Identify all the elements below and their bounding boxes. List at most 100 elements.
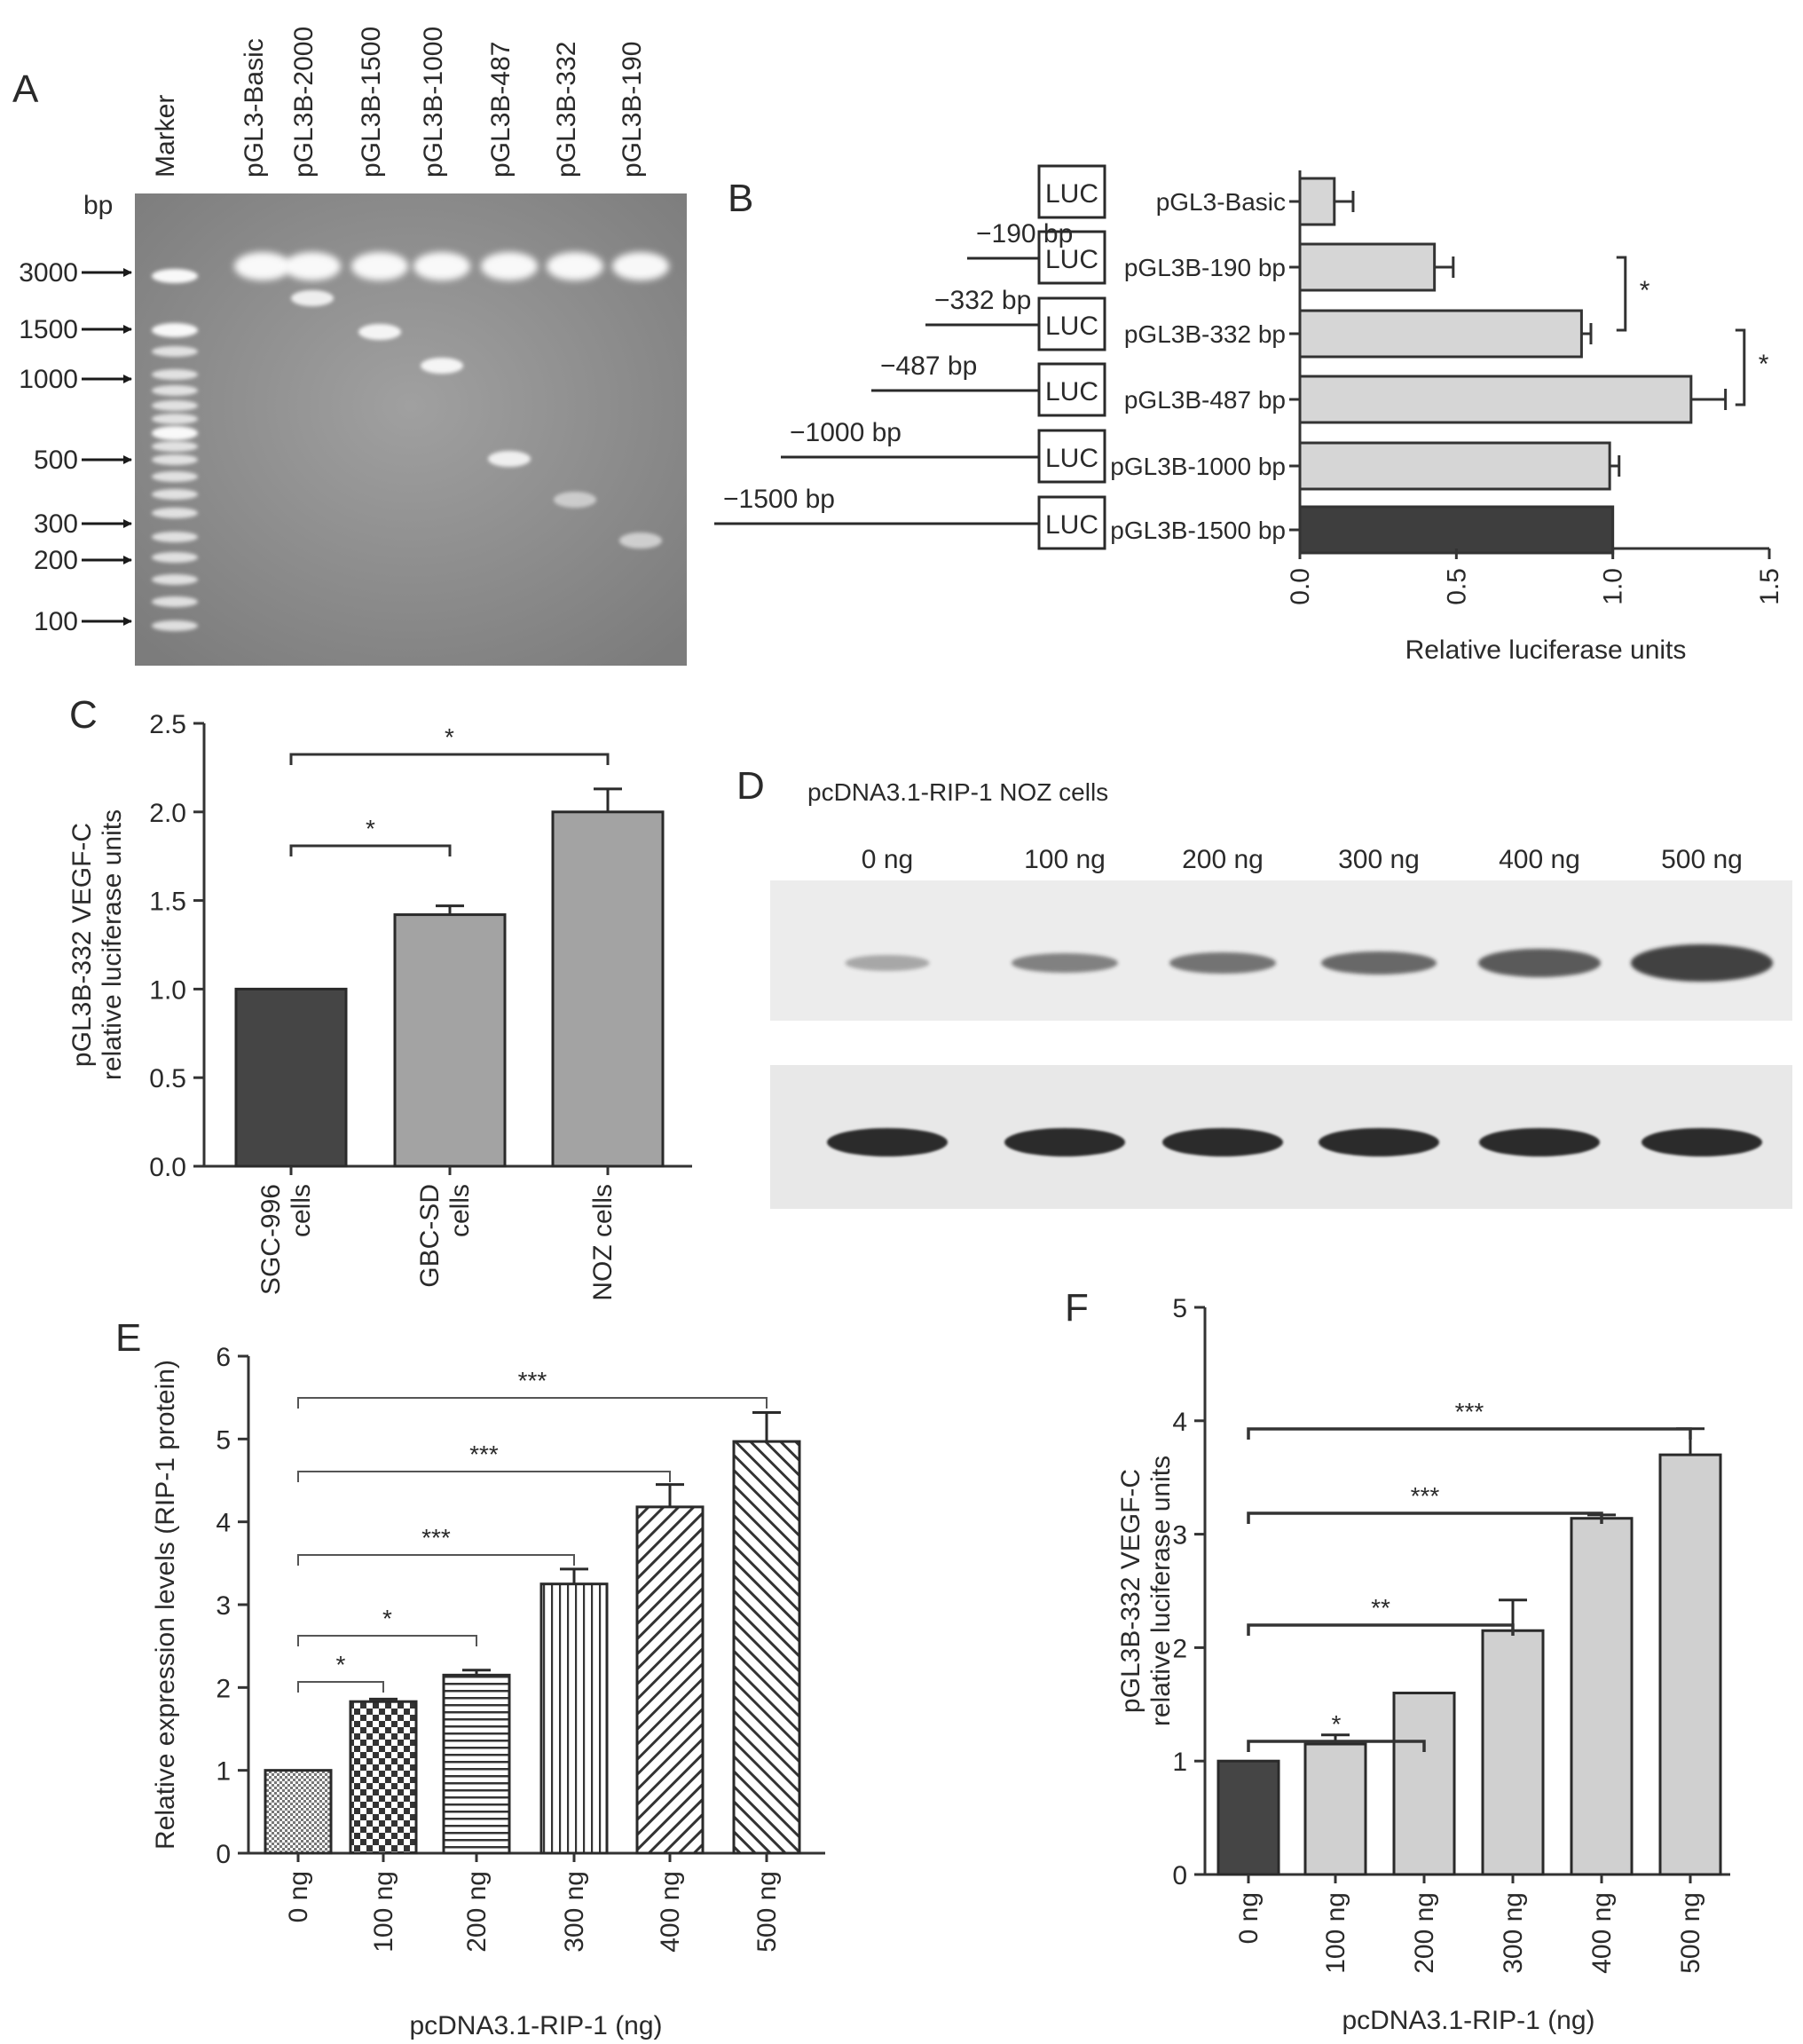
chart-c: 0.0 0.5 1.0 1.5 2.0 2.5 pGL3B-332 VEGF-Crelati… xyxy=(67,710,692,1301)
y-axis-label: pGL3B-332 VEGF-Crelative luciferase unit… xyxy=(1116,1456,1176,1726)
ladder-band xyxy=(152,508,198,518)
y-tick-label: 0 xyxy=(216,1840,231,1869)
y-tick-label: 2 xyxy=(216,1674,231,1703)
marker-size-label: 100 xyxy=(34,607,78,636)
panel-label-d: D xyxy=(736,764,765,808)
y-tick-label: 0.0 xyxy=(149,1153,186,1182)
y-tick-label: 3 xyxy=(216,1591,231,1621)
y-tick-label: 4 xyxy=(1172,1408,1187,1437)
panel-label-b: B xyxy=(728,177,753,220)
blot-lane-label: 400 ng xyxy=(1499,845,1580,874)
x-tick-label: 1.5 xyxy=(1755,568,1784,605)
bar xyxy=(1570,1517,1634,1876)
category-label: GBC-SD xyxy=(415,1184,445,1288)
category-label: 300 ng xyxy=(1499,1892,1528,1974)
gel-lane-labels: Marker pGL3-Basic pGL3B-2000 pGL3B-1500 pGL3… xyxy=(151,27,647,178)
y-tick-label: 5 xyxy=(216,1425,231,1455)
bar xyxy=(1658,1453,1722,1876)
blot-strip-rip1 xyxy=(770,880,1792,1021)
category-label: 300 ng xyxy=(560,1871,589,1953)
blot-band-rip1 xyxy=(1169,952,1276,974)
promoter-label: −487 bp xyxy=(880,351,977,381)
bar xyxy=(551,810,665,1168)
marker-ladder xyxy=(152,269,198,631)
luc-box xyxy=(1037,164,1106,219)
bar xyxy=(1216,1759,1280,1876)
significance-bracket xyxy=(1735,328,1746,406)
ladder-band xyxy=(152,269,198,283)
significance-bracket xyxy=(289,753,610,765)
blot-bands xyxy=(827,944,1773,1156)
significance-bracket xyxy=(1247,1623,1515,1636)
bar xyxy=(1303,1742,1367,1876)
blot-band-rip1 xyxy=(1012,953,1118,973)
ladder-band xyxy=(152,400,198,411)
y-tick-label: 0 xyxy=(1172,1861,1187,1890)
promoter-label: −1500 bp xyxy=(723,485,835,514)
blot-band-loading xyxy=(1162,1128,1283,1156)
blot-band-rip1 xyxy=(1321,951,1437,975)
bar xyxy=(1298,505,1615,555)
x-axis-label: pcDNA3.1-RIP-1 (ng) xyxy=(1342,2006,1594,2035)
ladder-band xyxy=(152,385,198,396)
ladder-band xyxy=(152,620,198,631)
significance-label: *** xyxy=(469,1440,499,1468)
chart-e: 0 1 2 3 4 5 6 Relative expression levels (RIP-1… xyxy=(151,1343,825,2040)
luc-box xyxy=(1037,296,1106,351)
ladder-band xyxy=(152,471,198,482)
bar xyxy=(234,987,348,1168)
ladder-band xyxy=(152,346,198,357)
gel-image xyxy=(135,193,687,666)
ladder-band xyxy=(152,441,198,452)
marker-size-label: 300 xyxy=(34,509,78,539)
significance-bracket xyxy=(1247,1511,1603,1524)
category-label: pGL3B-1500 bp xyxy=(1110,517,1286,544)
insert-band xyxy=(291,290,334,306)
marker-size-label: 500 xyxy=(34,446,78,475)
gel-bands xyxy=(234,252,669,548)
bar xyxy=(264,1769,333,1855)
x-axis-label: pcDNA3.1-RIP-1 (ng) xyxy=(409,2011,662,2040)
y-tick-label: 0.5 xyxy=(149,1064,186,1093)
luc-box-label: LUC xyxy=(1045,444,1098,473)
bar xyxy=(1298,177,1336,226)
category-label: 0 ng xyxy=(1234,1892,1264,1944)
significance-label: *** xyxy=(421,1524,451,1551)
blot-band-loading xyxy=(827,1128,948,1156)
x-tick-label: 0.0 xyxy=(1286,568,1315,605)
significance-label: *** xyxy=(1411,1482,1440,1510)
ladder-band xyxy=(152,552,198,563)
panel-label-c: C xyxy=(69,693,98,737)
y-tick-label: 2 xyxy=(1172,1634,1187,1663)
significance-label: *** xyxy=(518,1367,547,1394)
bar xyxy=(539,1582,609,1855)
ladder-band xyxy=(152,426,198,440)
y-tick-label: 6 xyxy=(216,1343,231,1372)
significance-bracket xyxy=(297,1635,477,1646)
bar xyxy=(1298,441,1611,491)
blot-band-loading xyxy=(1642,1128,1762,1156)
significance-label: * xyxy=(1759,350,1769,379)
chart-b: pGL3-Basic pGL3B-190 bp pGL3B-332 bp pGL3B-… xyxy=(1110,170,1784,665)
category-label: 500 ng xyxy=(1676,1892,1705,1974)
category-label: 100 ng xyxy=(369,1871,398,1953)
luc-box-label: LUC xyxy=(1045,179,1098,209)
significance-label: * xyxy=(1332,1710,1342,1738)
y-axis-label: Relative expression levels (RIP-1 protei… xyxy=(151,1360,180,1850)
bar xyxy=(349,1700,418,1855)
insert-band xyxy=(619,533,662,548)
category-label: pGL3B-190 bp xyxy=(1124,254,1286,281)
blot-lane-label: 500 ng xyxy=(1661,845,1743,874)
y-tick-label: 4 xyxy=(216,1509,231,1538)
luc-box-label: LUC xyxy=(1045,510,1098,540)
vector-band xyxy=(481,252,538,280)
vector-band xyxy=(547,252,603,280)
bar xyxy=(393,913,507,1168)
y-tick-label: 1.5 xyxy=(149,888,186,917)
bar xyxy=(442,1673,511,1855)
insert-band xyxy=(488,451,531,467)
category-label: SGC-996 xyxy=(256,1184,286,1295)
y-axis-label-line: relative luciferase units xyxy=(98,809,127,1080)
